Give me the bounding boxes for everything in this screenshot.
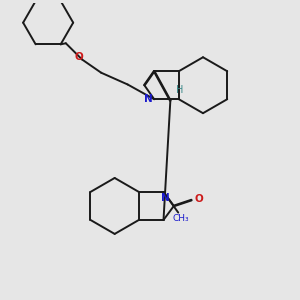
- Text: N: N: [160, 193, 169, 203]
- Text: O: O: [194, 194, 203, 204]
- Text: N: N: [144, 94, 153, 104]
- Text: O: O: [74, 52, 83, 61]
- Text: H: H: [176, 85, 183, 95]
- Text: CH₃: CH₃: [173, 214, 190, 223]
